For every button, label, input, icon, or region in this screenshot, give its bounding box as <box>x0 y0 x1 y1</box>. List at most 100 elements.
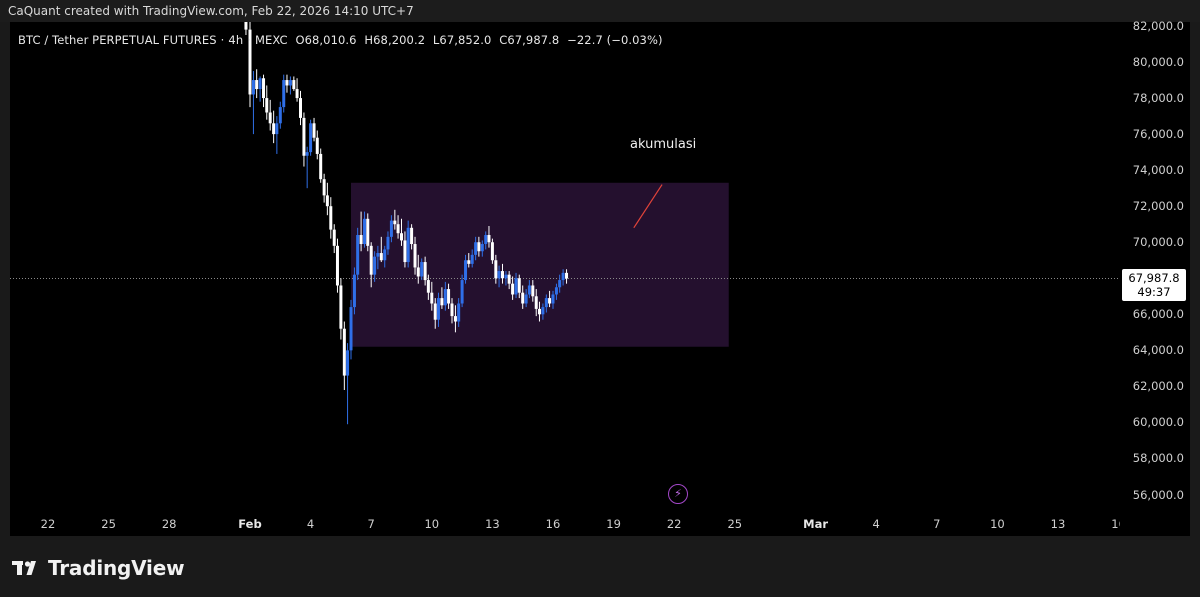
candle-body <box>497 271 501 279</box>
candle-body <box>288 80 292 86</box>
candle-body <box>396 224 400 234</box>
tradingview-logo-icon <box>12 561 36 575</box>
candle-body <box>312 123 316 138</box>
candle-body <box>278 107 282 124</box>
candle-body <box>430 292 434 304</box>
candle-body <box>299 98 302 118</box>
candle-body <box>416 267 420 277</box>
candle-body <box>400 233 403 241</box>
candle-body <box>467 260 471 264</box>
time-tick-label: 22 <box>40 517 56 531</box>
time-tick-label: 13 <box>485 517 500 531</box>
time-tick-label: 4 <box>872 517 880 531</box>
candle-body <box>541 307 545 315</box>
candle-body <box>433 303 437 320</box>
lightning-bolt-icon[interactable]: ⚡ <box>668 484 688 504</box>
price-axis[interactable]: 56,000.0 58,000.0 60,000.0 62,000.0 64,000.0… <box>1120 19 1190 512</box>
candle-body <box>426 280 430 293</box>
candle-body <box>363 218 367 245</box>
symbol-interval[interactable]: 4h <box>228 33 244 47</box>
candle-body <box>511 283 515 295</box>
time-tick-label: 22 <box>666 517 682 531</box>
candle-body <box>551 294 555 304</box>
candle-body <box>265 98 269 113</box>
price-tick-label: 82,000.0 <box>1132 19 1184 33</box>
candle-body <box>376 253 380 257</box>
candle-body <box>554 287 558 295</box>
candle-body <box>342 328 346 376</box>
time-tick-label: 10 <box>990 517 1005 531</box>
candle-body <box>322 179 326 196</box>
candle-body <box>440 298 444 306</box>
candle-body <box>544 298 548 308</box>
candle-body <box>349 307 353 351</box>
candle-body <box>339 285 343 329</box>
candle-body <box>527 285 531 295</box>
candle-body <box>403 240 407 263</box>
time-tick-label: 25 <box>101 517 116 531</box>
attribution-bar: CaQuant created with TradingView.com, Fe… <box>0 0 1200 22</box>
candle-body <box>447 289 451 304</box>
axis-corner <box>1120 512 1190 536</box>
candle-body <box>524 294 528 304</box>
candle-body <box>494 260 498 279</box>
time-tick-label: 7 <box>367 517 375 531</box>
candle-body <box>282 80 286 108</box>
candle-body <box>251 80 255 95</box>
candle-body <box>548 298 552 304</box>
candle-body <box>255 80 259 90</box>
candle-body <box>561 272 565 281</box>
time-tick-label: 25 <box>727 517 743 531</box>
candle-body <box>514 278 518 295</box>
price-tick-label: 66,000.0 <box>1132 307 1184 322</box>
chart-area[interactable]: BTC / Tether PERPETUAL FUTURES · 4h · MEXC O… <box>10 22 1120 512</box>
candle-body <box>335 245 339 286</box>
attribution-text: CaQuant created with TradingView.com, Fe… <box>8 4 414 18</box>
price-tick-label: 78,000.0 <box>1132 91 1184 106</box>
time-tick-label: 7 <box>933 517 941 531</box>
candle-body <box>369 245 373 275</box>
candle-body <box>386 236 390 250</box>
candle-body <box>517 278 521 293</box>
candle-body <box>272 123 276 135</box>
annotation-arrow <box>633 184 663 229</box>
time-tick-label: 10 <box>424 517 440 531</box>
candle-body <box>352 274 356 308</box>
candle-body <box>329 206 333 230</box>
symbol-name[interactable]: BTC / Tether PERPETUAL FUTURES <box>18 33 217 47</box>
candle-body <box>393 220 397 225</box>
ohlc-high: H68,200.2 <box>364 33 426 47</box>
candle-body <box>295 89 299 99</box>
candle-body <box>379 253 383 261</box>
candle-body <box>406 227 410 263</box>
candle-body <box>464 260 468 281</box>
symbol-legend: BTC / Tether PERPETUAL FUTURES · 4h · MEXC O… <box>18 33 663 47</box>
candlestick-chart[interactable] <box>10 22 1120 512</box>
footer-bar <box>0 536 1200 597</box>
candle-body <box>389 220 393 237</box>
candle-body <box>413 244 417 268</box>
last-price-value: 67,987.8 <box>1128 271 1180 286</box>
ohlc-close: C67,987.8 <box>499 33 560 47</box>
candle-body <box>325 195 329 207</box>
candle-body <box>262 78 266 99</box>
candle-body <box>501 271 504 279</box>
candle-body <box>457 303 461 322</box>
annotation-label[interactable]: akumulasi <box>630 137 697 152</box>
price-tick-label: 60,000.0 <box>1132 415 1184 430</box>
accumulation-zone <box>351 182 729 347</box>
candle-body <box>484 235 488 245</box>
candle-body <box>443 289 447 306</box>
candle-body <box>477 242 481 252</box>
candle-body <box>309 123 313 153</box>
time-axis[interactable]: 22 25 28 Feb 4 7 10 13 16 19 22 25 Mar 4 7 10 13 16 <box>10 512 1126 536</box>
price-tick-label: 64,000.0 <box>1132 343 1184 358</box>
candle-body <box>521 292 525 304</box>
price-tick-label: 72,000.0 <box>1132 199 1184 214</box>
candle-body <box>460 280 464 304</box>
candle-body <box>558 280 562 288</box>
candle-body <box>490 242 494 261</box>
candle-body <box>268 112 272 124</box>
candle-body <box>315 137 319 154</box>
time-tick-label: 28 <box>161 517 177 531</box>
